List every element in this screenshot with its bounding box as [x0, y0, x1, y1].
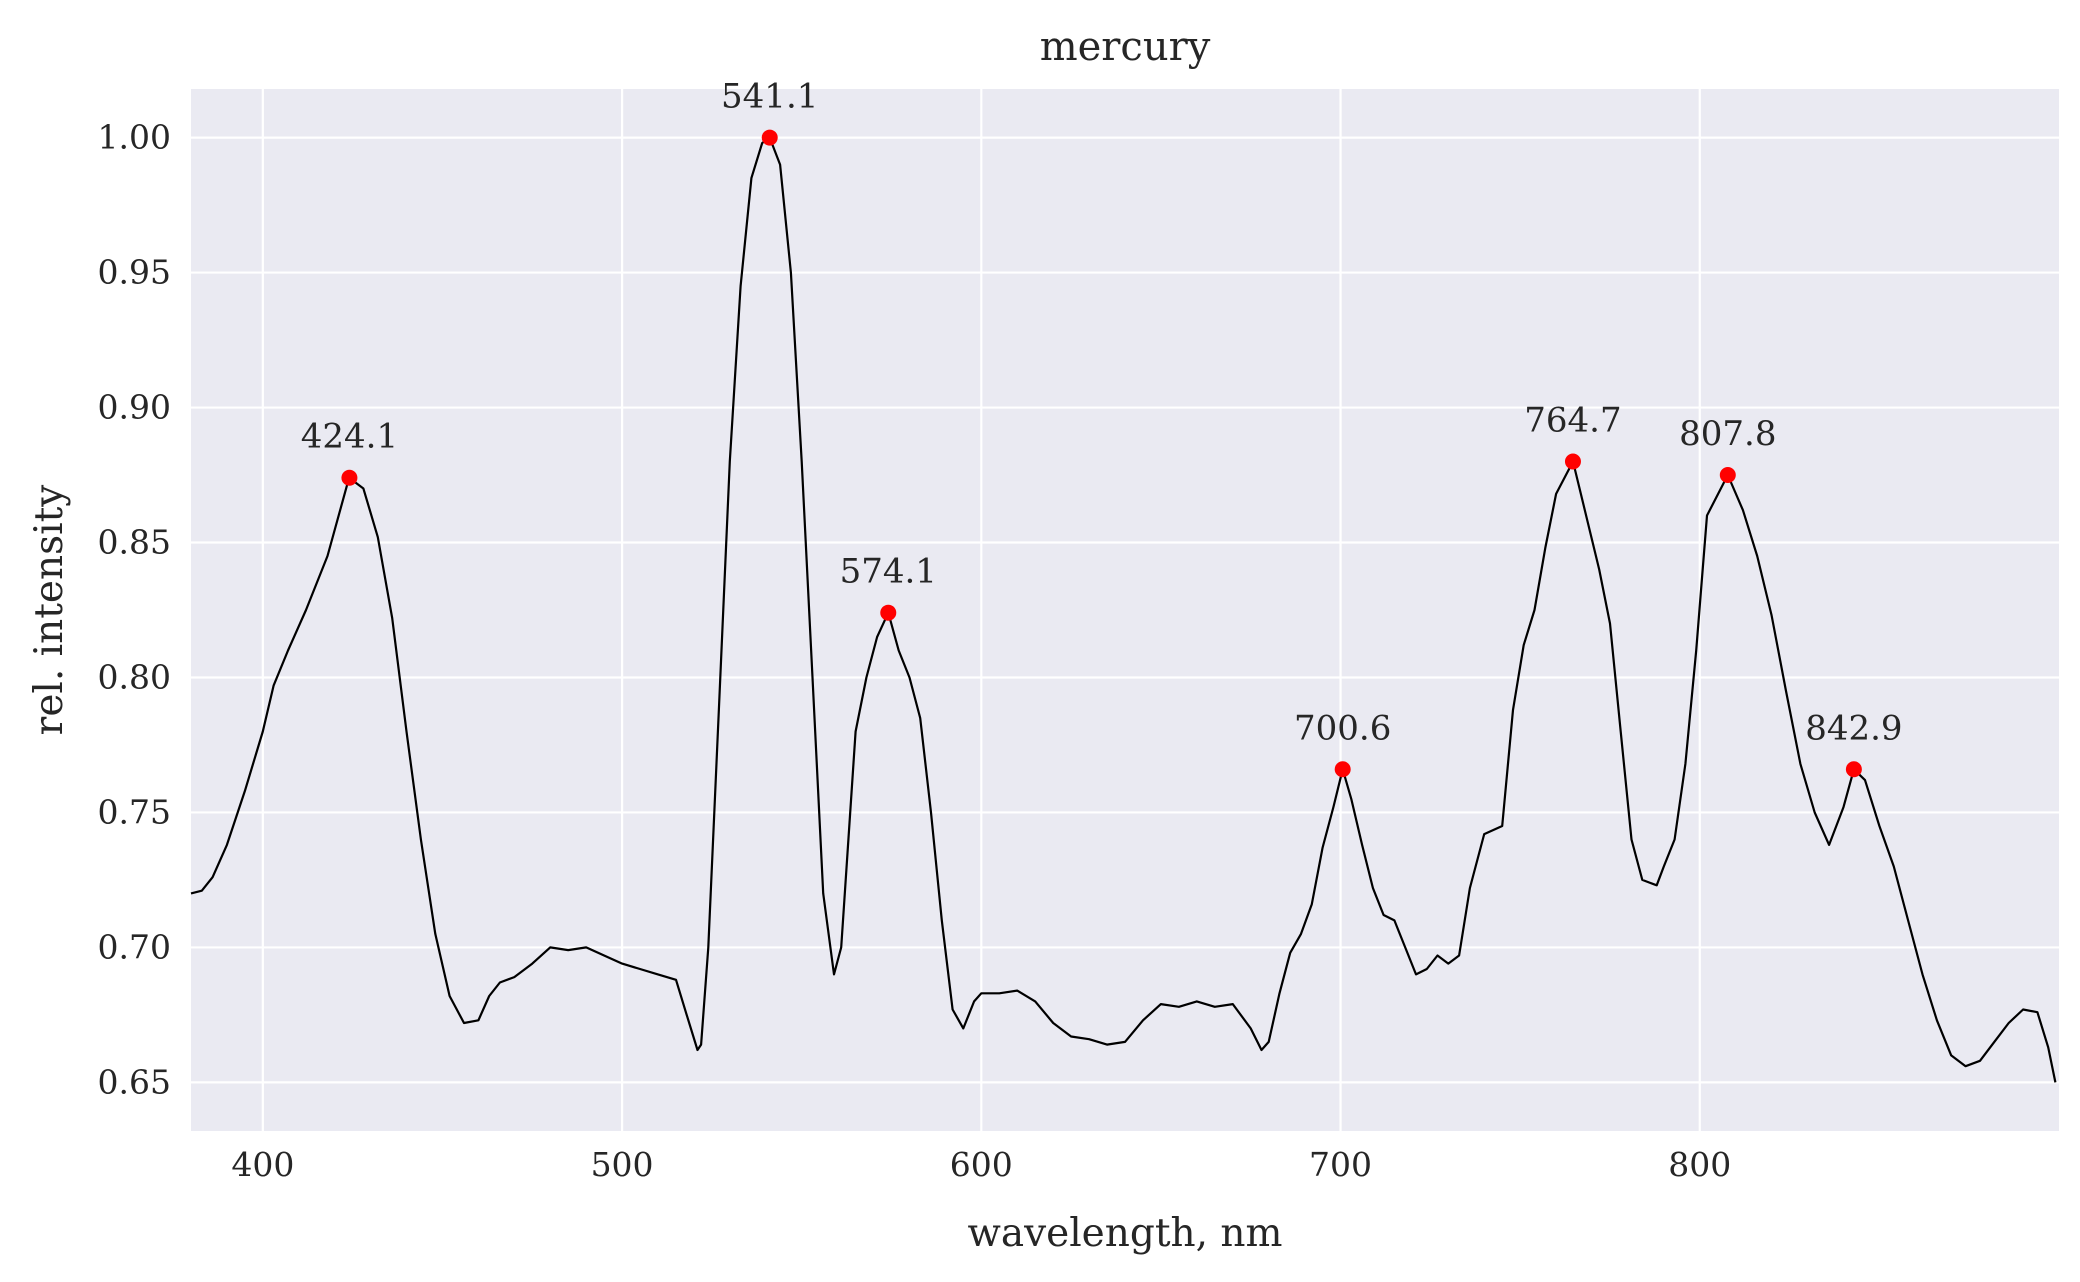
y-tick-label: 0.80: [98, 657, 171, 696]
peak-label: 700.6: [1294, 708, 1391, 748]
y-tick-label: 1.00: [98, 118, 171, 157]
chart-title: mercury: [1040, 24, 1211, 70]
peak-markers: 424.1 541.1 574.1 700.6 764.7 807.8 842.9: [301, 77, 1903, 778]
y-tick-label: 0.90: [98, 388, 171, 427]
y-tick-label: 0.70: [98, 927, 171, 966]
peak-label: 424.1: [301, 417, 398, 457]
y-tick-label: 0.75: [98, 792, 171, 831]
peak-marker: [1719, 467, 1736, 484]
peak-marker: [880, 604, 897, 621]
peak-label: 807.8: [1679, 414, 1776, 454]
peak-label: 574.1: [840, 552, 937, 592]
peak-marker: [761, 129, 778, 146]
x-tick-label: 800: [1668, 1145, 1731, 1184]
peak-label: 764.7: [1524, 401, 1621, 441]
x-tick-label: 700: [1309, 1145, 1372, 1184]
x-tick-label: 600: [950, 1145, 1013, 1184]
peak-label: 842.9: [1805, 708, 1902, 748]
peak-marker: [1334, 761, 1351, 778]
y-axis-label: rel. intensity: [27, 485, 72, 736]
y-tick-label: 0.85: [98, 523, 171, 562]
x-tick-labels: 400 500 600 700 800: [231, 1145, 1731, 1184]
x-tick-label: 400: [231, 1145, 294, 1184]
y-tick-label: 0.95: [98, 253, 171, 292]
peak-marker: [341, 469, 358, 486]
plot-background: [191, 89, 2059, 1131]
peak-marker: [1845, 761, 1862, 778]
peak-marker: [1564, 453, 1581, 470]
x-axis-label: wavelength, nm: [967, 1211, 1282, 1256]
x-tick-label: 500: [591, 1145, 654, 1184]
peak-label: 541.1: [721, 77, 818, 117]
y-tick-labels: 0.65 0.70 0.75 0.80 0.85 0.90 0.95 1.00: [98, 118, 171, 1102]
y-tick-label: 0.65: [98, 1062, 171, 1101]
